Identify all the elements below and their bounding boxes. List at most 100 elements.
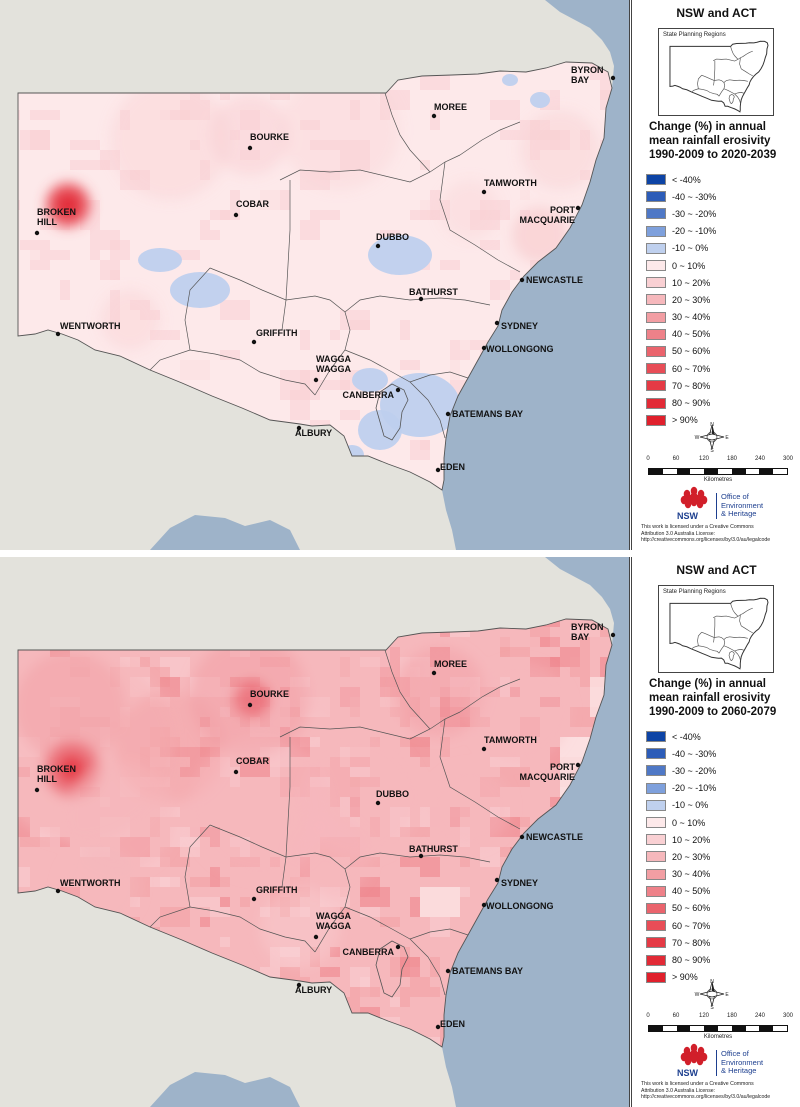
licence-line: This work is licensed under a Creative C… xyxy=(641,1081,754,1087)
legend-class-label: < -40% xyxy=(672,174,701,185)
town-dot xyxy=(395,944,401,950)
town-label-tamworth: TAMWORTH xyxy=(484,735,537,745)
town-label-line: COBAR xyxy=(236,756,269,766)
legend-swatch xyxy=(646,748,666,760)
town-dot xyxy=(494,877,500,883)
waratah-icon xyxy=(680,1043,708,1066)
town-label-bathurst: BATHURST xyxy=(409,844,458,854)
town-label-griffith: GRIFFITH xyxy=(256,328,298,338)
legend-swatch xyxy=(646,971,666,983)
town-label-portmac: PORT MACQUARIE xyxy=(520,205,576,225)
legend-panel: NSW and ACT State Planning Regions Chang… xyxy=(631,0,800,550)
legend-swatch xyxy=(646,765,666,777)
logo-org-line: Environment xyxy=(721,1057,764,1067)
legend-class-row: -40 ~ -30% xyxy=(646,745,796,762)
town-label-newcastle: NEWCASTLE xyxy=(526,832,583,842)
legend-swatch xyxy=(646,885,666,897)
legend-class-label: 10 ~ 20% xyxy=(672,277,711,288)
ocean xyxy=(442,557,629,1107)
legend-class-row: -30 ~ -20% xyxy=(646,205,796,222)
town-label-sydney: SYDNEY xyxy=(501,878,538,888)
town-dot xyxy=(575,762,581,768)
town-dot xyxy=(34,787,40,793)
legend-class-row: 30 ~ 40% xyxy=(646,309,796,326)
town-dot xyxy=(494,320,500,326)
licence-line: Attribution 3.0 Australia License: xyxy=(641,1087,716,1094)
logo-nsw-text: NSW xyxy=(677,1068,698,1078)
town-label-griffith: GRIFFITH xyxy=(256,885,298,895)
north-arrow: N S W E xyxy=(694,979,730,1014)
town-label-dubbo: DUBBO xyxy=(376,232,409,242)
town-label-line: MOREE xyxy=(434,102,467,112)
legend-class-label: -30 ~ -20% xyxy=(672,765,717,776)
legend-class-label: 30 ~ 40% xyxy=(672,312,711,323)
legend-class-label: > 90% xyxy=(672,415,698,426)
logo-org-line: Environment xyxy=(721,500,764,510)
legend-class-row: < -40% xyxy=(646,171,796,188)
town-dot xyxy=(445,968,451,974)
legend-class-label: -10 ~ 0% xyxy=(672,800,709,811)
town-label-line: DUBBO xyxy=(376,789,409,799)
legend-class-row: 0 ~ 10% xyxy=(646,814,796,831)
scale-tick-label: 180 xyxy=(726,456,738,462)
town-dot xyxy=(481,345,487,351)
town-label-wagga: WAGGA WAGGA xyxy=(316,354,351,374)
legend-class-row: -30 ~ -20% xyxy=(646,762,796,779)
legend-class-label: 0 ~ 10% xyxy=(672,817,706,828)
legend-class-list: < -40% -40 ~ -30% -30 ~ -20% -20 ~ -10% -10 … xyxy=(646,171,796,429)
town-dot xyxy=(445,411,451,417)
logo-org-line: Office of xyxy=(721,492,749,501)
town-dot xyxy=(431,113,437,119)
town-label-line: BATEMANS BAY xyxy=(452,409,523,419)
scale-tick-label: 60 xyxy=(672,1013,680,1019)
legend-swatch xyxy=(646,260,666,272)
town-dot xyxy=(313,377,319,383)
town-label-line: MACQUARIE xyxy=(520,215,576,225)
legend-swatch xyxy=(646,328,666,340)
scale-tick-label: 300 xyxy=(782,456,794,462)
town-dot xyxy=(519,834,525,840)
town-label-line: WENTWORTH xyxy=(60,321,121,331)
town-label-byron: BYRON BAY xyxy=(571,622,604,642)
legend-heading-line: 1990-2009 to 2020-2039 xyxy=(649,149,777,161)
legend-class-row: 40 ~ 50% xyxy=(646,326,796,343)
licence-line: Attribution 3.0 Australia License: xyxy=(641,530,716,537)
town-label-line: WOLLONGONG xyxy=(486,901,554,911)
legend-class-row: -40 ~ -30% xyxy=(646,188,796,205)
town-label-bathurst: BATHURST xyxy=(409,287,458,297)
town-label-line: BOURKE xyxy=(250,132,289,142)
legend-class-label: 30 ~ 40% xyxy=(672,869,711,880)
scale-strip xyxy=(648,1025,788,1032)
legend-class-label: 60 ~ 70% xyxy=(672,920,711,931)
town-dot xyxy=(575,205,581,211)
legend-class-row: -20 ~ -10% xyxy=(646,223,796,240)
town-dot xyxy=(251,896,257,902)
compass-letter: E xyxy=(725,992,729,998)
town-label-line: PORT xyxy=(550,762,576,772)
nsw-map: BYRON BAY MOREE BOURKE TAMWORTH BROKEN HILL COB… xyxy=(0,557,629,1107)
town-label-line: BROKEN xyxy=(37,207,76,217)
legend-swatch xyxy=(646,731,666,743)
town-label-line: NEWCASTLE xyxy=(526,832,583,842)
legend-class-row: 60 ~ 70% xyxy=(646,360,796,377)
town-label-cobar: COBAR xyxy=(236,756,269,766)
inset-label: State Planning Regions xyxy=(663,589,726,595)
logo-org-name: Office of Environment & Heritage xyxy=(716,492,764,519)
town-label-batemans: BATEMANS BAY xyxy=(452,966,523,976)
town-dot xyxy=(519,277,525,283)
legend-class-row: < -40% xyxy=(646,728,796,745)
licence-line: http://creativecommons.org/licenses/by/3… xyxy=(641,1094,771,1101)
town-label-line: WAGGA xyxy=(316,354,351,364)
town-label-line: GRIFFITH xyxy=(256,885,298,895)
licence-text: This work is licensed under a Creative C… xyxy=(641,1081,799,1101)
town-label-line: NEWCASTLE xyxy=(526,275,583,285)
town-dot xyxy=(418,853,424,859)
town-label-line: COBAR xyxy=(236,199,269,209)
legend-heading: Change (%) in annual mean rainfall erosi… xyxy=(649,677,799,719)
map-frame: BYRON BAY MOREE BOURKE TAMWORTH BROKEN HILL COB… xyxy=(0,0,630,550)
scale-tick-label: 240 xyxy=(754,456,766,462)
town-label-line: WENTWORTH xyxy=(60,878,121,888)
town-label-batemans: BATEMANS BAY xyxy=(452,409,523,419)
town-dot xyxy=(375,243,381,249)
legend-class-label: < -40% xyxy=(672,731,701,742)
